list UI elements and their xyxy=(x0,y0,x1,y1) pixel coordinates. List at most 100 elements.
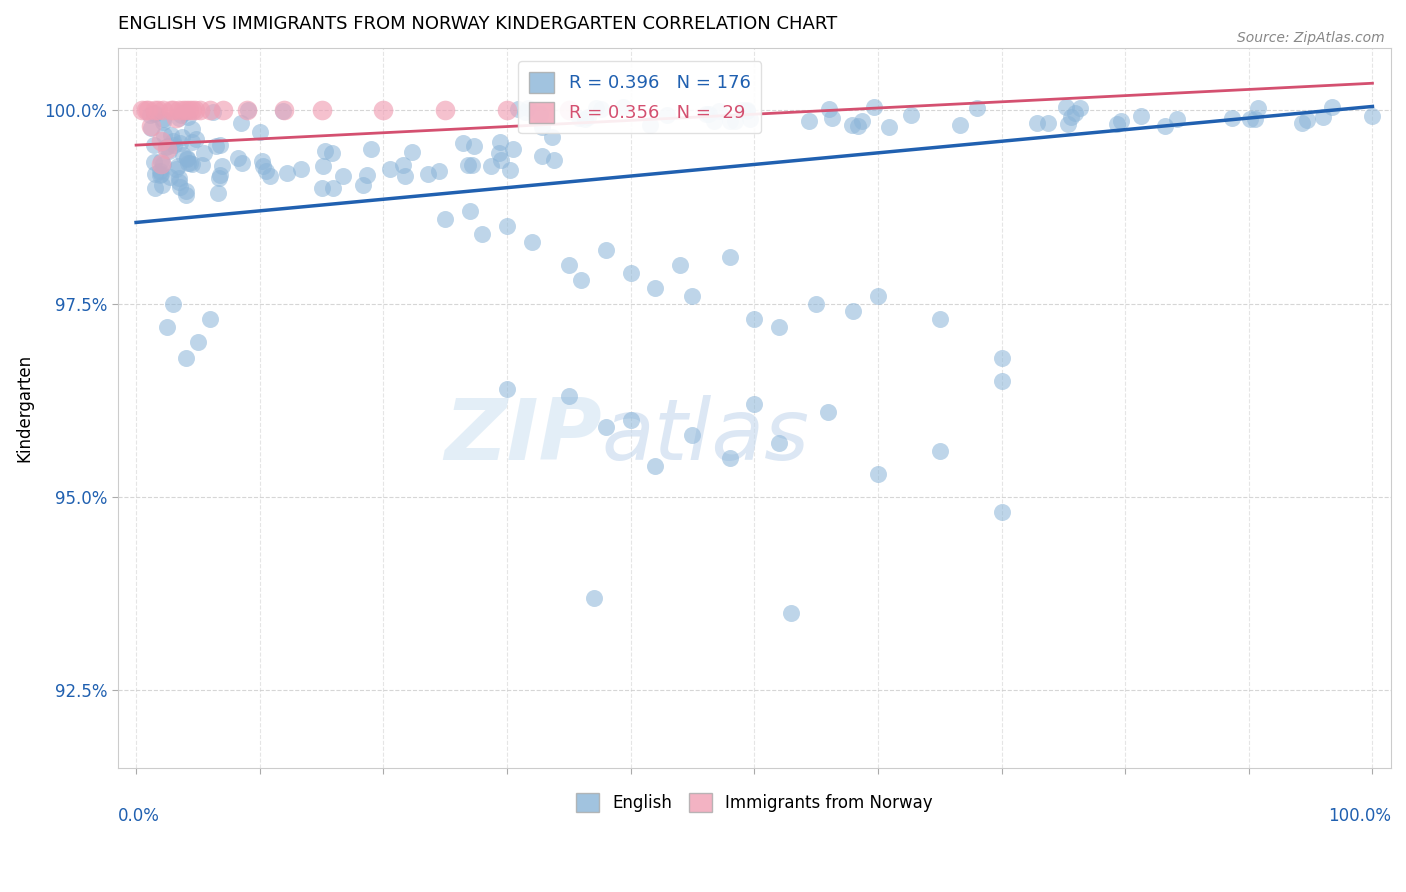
Point xyxy=(160,128,183,143)
Point xyxy=(156,142,179,156)
Point xyxy=(742,312,765,326)
Point xyxy=(148,103,170,118)
Point xyxy=(780,606,803,620)
Point xyxy=(820,111,842,125)
Text: ENGLISH VS IMMIGRANTS FROM NORWAY KINDERGARTEN CORRELATION CHART: ENGLISH VS IMMIGRANTS FROM NORWAY KINDER… xyxy=(118,15,837,33)
Point xyxy=(558,389,581,403)
Point xyxy=(416,167,439,181)
Point xyxy=(582,591,605,605)
Point xyxy=(1069,101,1091,115)
Point xyxy=(1239,112,1261,126)
Point xyxy=(731,103,754,118)
Point xyxy=(1057,118,1080,132)
Point xyxy=(174,351,197,365)
Point xyxy=(735,104,758,119)
Point xyxy=(1109,114,1132,128)
Point xyxy=(152,115,174,129)
Point xyxy=(142,137,165,152)
Point xyxy=(167,171,190,186)
Point xyxy=(620,412,643,426)
Legend: English, Immigrants from Norway: English, Immigrants from Norway xyxy=(567,785,942,821)
Point xyxy=(149,157,172,171)
Point xyxy=(558,103,581,118)
Point xyxy=(200,312,222,326)
Y-axis label: Kindergarten: Kindergarten xyxy=(15,354,32,462)
Point xyxy=(520,235,543,249)
Point xyxy=(152,103,174,118)
Point xyxy=(591,102,613,116)
Point xyxy=(273,103,295,118)
Point xyxy=(496,219,519,234)
Point xyxy=(574,112,596,127)
Point xyxy=(138,103,160,118)
Point xyxy=(1130,109,1153,123)
Point xyxy=(990,374,1012,388)
Point xyxy=(155,140,177,154)
Point xyxy=(314,145,336,159)
Point xyxy=(669,258,692,272)
Point xyxy=(191,159,214,173)
Point xyxy=(703,113,725,128)
Point xyxy=(236,103,259,118)
Point xyxy=(174,105,197,120)
Point xyxy=(818,102,841,116)
Point xyxy=(162,103,184,118)
Point xyxy=(208,170,231,185)
Point xyxy=(558,258,581,272)
Point xyxy=(207,186,229,200)
Point xyxy=(966,101,988,115)
Point xyxy=(735,103,758,117)
Point xyxy=(163,138,186,153)
Point xyxy=(768,319,790,334)
Point xyxy=(311,181,333,195)
Point xyxy=(718,250,741,264)
Point xyxy=(862,100,884,114)
Point xyxy=(231,156,253,170)
Point xyxy=(200,103,222,118)
Point xyxy=(162,296,184,310)
Point xyxy=(290,161,312,176)
Point xyxy=(1360,110,1382,124)
Point xyxy=(707,103,730,118)
Point xyxy=(928,312,950,326)
Point xyxy=(1244,112,1267,127)
Point xyxy=(768,435,790,450)
Point xyxy=(530,149,553,163)
Point xyxy=(250,153,273,168)
Point xyxy=(321,146,343,161)
Point xyxy=(1296,113,1319,128)
Point xyxy=(157,138,180,153)
Text: 0.0%: 0.0% xyxy=(118,807,159,825)
Point xyxy=(489,153,512,167)
Point xyxy=(153,128,176,142)
Point xyxy=(681,428,703,442)
Point xyxy=(179,103,201,118)
Point xyxy=(1291,116,1313,130)
Point xyxy=(612,100,634,114)
Point xyxy=(378,162,401,177)
Point xyxy=(190,103,212,118)
Point xyxy=(165,161,187,176)
Point xyxy=(1166,112,1188,126)
Point xyxy=(496,103,519,118)
Point xyxy=(529,107,551,121)
Point xyxy=(157,144,180,158)
Point xyxy=(177,156,200,170)
Point xyxy=(205,139,228,153)
Point xyxy=(177,110,200,124)
Point xyxy=(159,103,181,118)
Point xyxy=(724,114,747,128)
Point xyxy=(259,169,281,184)
Point xyxy=(180,122,202,136)
Point xyxy=(149,153,172,168)
Point xyxy=(149,169,172,183)
Point xyxy=(543,153,565,168)
Point xyxy=(172,103,194,118)
Point xyxy=(208,137,231,152)
Point xyxy=(273,103,295,118)
Point xyxy=(167,176,190,190)
Point xyxy=(186,132,208,146)
Point xyxy=(356,168,378,182)
Point xyxy=(496,382,519,396)
Point xyxy=(928,443,950,458)
